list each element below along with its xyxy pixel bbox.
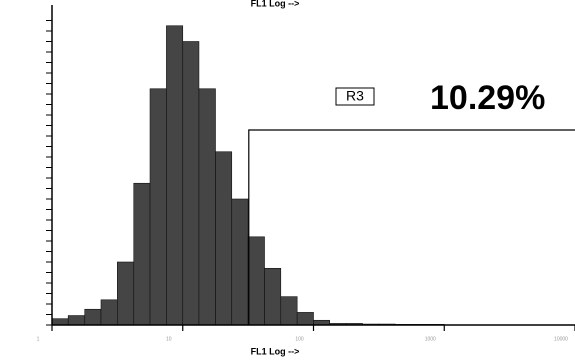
histogram-bar xyxy=(84,308,102,326)
histogram-bar xyxy=(280,296,298,326)
x-tick-label: 100 xyxy=(295,336,304,342)
x-tick-label: 1000 xyxy=(425,336,436,342)
histogram-bar xyxy=(133,182,151,326)
gate-marker xyxy=(248,129,575,325)
x-axis-label-top: FL1 Log --> xyxy=(251,0,300,8)
gate-percent: 10.29% xyxy=(430,79,545,117)
histogram-bar xyxy=(67,315,86,326)
histogram-bar xyxy=(182,41,200,326)
histogram-bar xyxy=(296,312,314,326)
histogram-bar xyxy=(215,151,233,326)
histogram-bar xyxy=(247,236,265,326)
gate-label: R3 xyxy=(346,88,364,104)
x-axis-label: FL1 Log --> xyxy=(251,346,300,356)
histogram-bar xyxy=(149,88,167,326)
histogram-bar xyxy=(198,88,216,326)
x-tick-label: 10000 xyxy=(554,336,568,342)
histogram-bar xyxy=(117,261,135,326)
x-tick-label: 1 xyxy=(37,336,40,342)
histogram-bar xyxy=(166,25,184,326)
histogram-bar xyxy=(231,198,249,326)
x-tick-label: 10 xyxy=(166,336,172,342)
histogram-bar xyxy=(100,299,118,326)
gate-label-box xyxy=(335,87,375,106)
histogram-bar xyxy=(264,267,282,326)
histogram-bar xyxy=(51,318,69,326)
